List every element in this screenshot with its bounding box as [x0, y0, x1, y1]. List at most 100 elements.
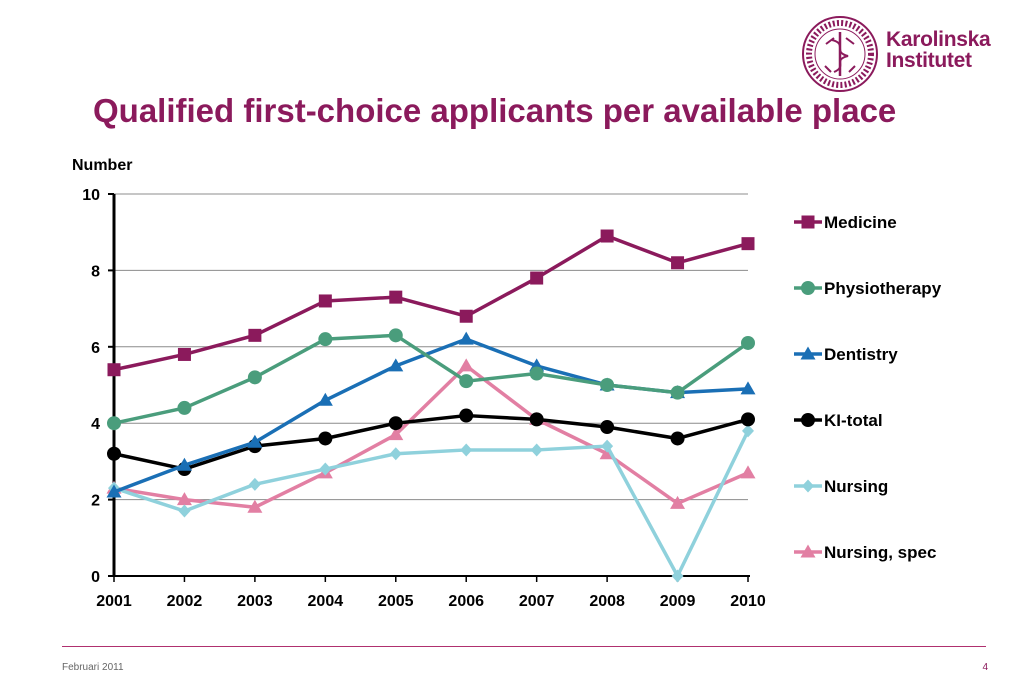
data-point — [248, 477, 261, 491]
data-point — [458, 331, 474, 345]
axis-ticks: 0 2 4 6 8 10 2001 2002 2003 2004 2005 2006 2007 2008 2… — [82, 187, 766, 610]
data-point — [529, 366, 544, 381]
series-physiotherapy — [107, 328, 755, 431]
data-point — [318, 294, 332, 308]
y-tick-label: 2 — [91, 493, 100, 510]
data-point — [388, 328, 403, 343]
series-line — [113, 234, 749, 372]
legend-item: Physiotherapy — [794, 279, 942, 298]
footer-divider — [62, 646, 986, 647]
y-tick-label: 4 — [91, 416, 100, 433]
legend-swatch-marker — [800, 346, 816, 360]
data-point — [670, 385, 685, 400]
data-point — [389, 290, 403, 304]
data-point — [601, 439, 614, 453]
data-point — [600, 420, 615, 435]
data-point — [459, 309, 473, 323]
legend-item: Dentistry — [794, 345, 898, 364]
legend-label: Dentistry — [824, 345, 898, 364]
data-point — [389, 447, 402, 461]
footer-date: Februari 2011 — [62, 662, 124, 673]
slide-title: Qualified first-choice applicants per av… — [93, 92, 897, 129]
data-point — [177, 347, 191, 361]
legend-swatch-marker — [801, 215, 815, 229]
x-tick-label: 2007 — [519, 593, 555, 610]
legend-swatch-marker — [801, 413, 815, 427]
data-point — [176, 492, 192, 506]
data-point — [742, 424, 754, 438]
line-chart: Number 0 2 4 6 8 10 2001 2002 2003 2004 2005 2006 20… — [72, 157, 942, 610]
series-line — [113, 333, 750, 425]
data-point — [248, 328, 262, 342]
axes — [112, 194, 750, 577]
data-point — [460, 443, 473, 457]
data-point — [600, 229, 614, 243]
data-point — [318, 332, 333, 347]
data-point — [530, 271, 544, 285]
data-point — [388, 416, 403, 431]
series-ki-total — [107, 408, 755, 477]
y-tick-label: 8 — [91, 263, 100, 280]
data-point — [530, 443, 543, 457]
series-line — [113, 413, 749, 471]
x-tick-label: 2005 — [378, 593, 414, 610]
series — [106, 229, 756, 583]
gridlines — [114, 193, 748, 501]
series-medicine — [107, 229, 755, 377]
data-point — [107, 446, 121, 461]
x-tick-label: 2010 — [730, 593, 766, 610]
data-point — [671, 569, 684, 583]
legend-swatch-marker — [800, 544, 816, 558]
data-point — [670, 431, 685, 446]
y-axis-label: Number — [72, 157, 132, 174]
karolinska-logo: Karolinska Institutet — [798, 14, 1008, 94]
data-point — [600, 378, 615, 392]
x-tick-label: 2002 — [167, 593, 203, 610]
x-tick-label: 2003 — [237, 593, 273, 610]
data-point — [176, 457, 192, 471]
page-number: 4 — [982, 662, 988, 673]
legend-swatch-marker — [802, 479, 814, 493]
logo-line-2: Institutet — [886, 49, 972, 72]
data-point — [529, 412, 544, 427]
legend-label: Physiotherapy — [824, 279, 942, 298]
x-tick-label: 2008 — [589, 593, 625, 610]
series-line — [113, 430, 750, 578]
data-point — [319, 462, 332, 476]
x-tick-label: 2006 — [448, 593, 484, 610]
y-tick-label: 10 — [82, 187, 100, 204]
data-point — [388, 358, 404, 372]
data-point — [741, 237, 755, 251]
data-point — [741, 335, 755, 350]
data-point — [388, 427, 404, 441]
seal-icon — [802, 16, 878, 92]
y-tick-label: 0 — [91, 569, 100, 586]
data-point — [670, 495, 686, 509]
data-point — [740, 381, 756, 395]
data-point — [740, 465, 756, 479]
data-point — [671, 256, 685, 270]
data-point — [247, 499, 263, 513]
legend-item: Nursing, spec — [794, 543, 936, 562]
legend-label: KI-total — [824, 411, 883, 430]
x-tick-label: 2001 — [96, 593, 132, 610]
data-point — [106, 484, 122, 498]
data-point — [178, 504, 191, 518]
logo-line-1: Karolinska — [886, 28, 991, 51]
data-point — [318, 431, 333, 446]
legend-swatch-marker — [801, 281, 815, 295]
x-tick-label: 2004 — [308, 593, 344, 610]
x-tick-label: 2009 — [660, 593, 696, 610]
data-point — [107, 416, 121, 431]
data-point — [459, 408, 474, 423]
data-point — [317, 392, 333, 406]
legend-item: KI-total — [794, 411, 883, 430]
logo-wordmark: Karolinska Institutet — [886, 28, 991, 72]
legend-item: Medicine — [794, 213, 897, 232]
data-point — [458, 358, 474, 372]
series-line — [113, 364, 749, 509]
legend-item: Nursing — [794, 477, 888, 496]
data-point — [247, 370, 262, 385]
y-tick-label: 6 — [91, 340, 100, 357]
legend-label: Nursing — [824, 477, 888, 496]
